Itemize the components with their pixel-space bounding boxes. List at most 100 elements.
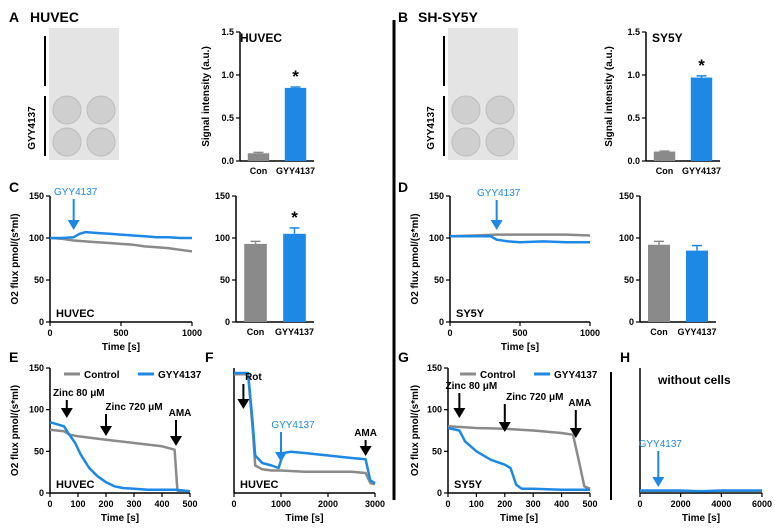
chart-e-event-arrow-head <box>60 408 73 418</box>
chart-d-trace-x-tick-label: 1000 <box>580 328 600 338</box>
chart-d-trace-y-tick-label: 0 <box>439 317 444 327</box>
blot-b-dot <box>451 95 481 125</box>
blot-b-dot <box>451 127 481 157</box>
chart-e-event-arrow-head <box>170 436 182 446</box>
chart-c-bars-bar <box>244 243 267 322</box>
chart-e-inner-label: HUVEC <box>56 479 95 491</box>
chart-g-event-arrow-head <box>569 428 582 438</box>
chart-h-x-tick-label: 6000 <box>752 499 772 509</box>
chart-g-x-label: Time [s] <box>500 513 538 524</box>
chart-b-y-tick-label: 0.0 <box>627 156 640 166</box>
chart-h-annotation: GYY4137 <box>639 439 683 450</box>
chart-d-bars-y-tick-label: 150 <box>619 191 634 201</box>
blot-a-title: HUVEC <box>30 9 79 25</box>
chart-e-event-arrow-head <box>100 426 112 436</box>
chart-d-bars-y-tick-label: 0 <box>629 317 634 327</box>
chart-c-trace-series-gyy4137 <box>50 230 192 240</box>
chart-c-trace-annotation: GYY4137 <box>54 187 98 198</box>
chart-e-y-tick-label: 150 <box>29 363 44 373</box>
blot-a-dot <box>52 127 82 157</box>
chart-g-y-tick-label: 100 <box>427 405 442 415</box>
panel-letter-g: G <box>398 349 409 365</box>
chart-f-event-label: AMA <box>354 428 377 439</box>
chart-a-category-label: GYY4137 <box>276 166 315 176</box>
blot-b-gyy-label: GYY4137 <box>426 106 437 150</box>
chart-a-bar <box>284 87 307 161</box>
chart-e-y-tick-label: 100 <box>29 405 44 415</box>
chart-f-event-arrow-head <box>237 399 250 409</box>
chart-g-y-label: O2 flux pmol/(s*ml) <box>410 385 421 476</box>
chart-e-x-tick-label: 500 <box>182 499 197 509</box>
chart-g-inner-label: SY5Y <box>454 479 483 491</box>
chart-c-trace-y-tick-label: 0 <box>39 317 44 327</box>
chart-e-x-label: Time [s] <box>101 513 139 524</box>
chart-g-x-tick-label: 100 <box>469 499 484 509</box>
chart-c-trace-annotation-arrow-head <box>67 220 80 230</box>
chart-g-y-tick-label: 0 <box>437 488 442 498</box>
panel-letter-e: E <box>9 349 18 365</box>
chart-d-trace-x-tick-label: 0 <box>447 328 452 338</box>
chart-c-trace-x-tick-label: 0 <box>47 328 52 338</box>
chart-b-y-label: Signal intensity (a.u.) <box>604 46 615 147</box>
chart-b-y-tick-label: 1.5 <box>627 27 640 37</box>
chart-g-x-tick-label: 500 <box>582 499 597 509</box>
panel-letter-a: A <box>9 9 19 25</box>
chart-b-category-label: Con <box>656 166 674 176</box>
chart-g-legend-gyy: GYY4137 <box>554 370 598 381</box>
chart-b-y-tick-label: 0.5 <box>627 113 640 123</box>
chart-c-bars-significance: * <box>291 208 298 227</box>
chart-d-trace-y-tick-label: 50 <box>434 275 444 285</box>
chart-e-legend-control: Control <box>84 370 120 381</box>
chart-d-trace-inner-label: SY5Y <box>456 308 485 320</box>
chart-c-trace-y-tick-label: 150 <box>29 191 44 201</box>
panel-letter-c: C <box>9 179 19 195</box>
chart-a-y-tick-label: 1.0 <box>221 70 234 80</box>
chart-e-event-label: AMA <box>169 408 192 419</box>
chart-c-trace-x-label: Time [s] <box>102 342 140 353</box>
chart-e-x-tick-label: 400 <box>154 499 169 509</box>
chart-c-trace-y-tick-label: 100 <box>29 233 44 243</box>
chart-a-y-tick-label: 0.5 <box>221 113 234 123</box>
blot-b-dot <box>485 95 515 125</box>
blot-a-dot <box>86 127 116 157</box>
chart-d-trace-y-label: O2 flux pmol/(s*ml) <box>410 213 421 304</box>
chart-b-title: SY5Y <box>652 31 683 45</box>
chart-g-event-arrow-head <box>498 422 511 432</box>
chart-d-trace-annotation: GYY4137 <box>477 188 521 199</box>
chart-e-legend-gyy: GYY4137 <box>158 370 202 381</box>
chart-d-trace-series-gyy4137 <box>450 235 590 244</box>
chart-d-trace-y-tick-label: 100 <box>429 233 444 243</box>
panel-letter-f: F <box>205 349 214 365</box>
chart-e-y-tick-label: 0 <box>39 488 44 498</box>
chart-h-annotation-arrow-head <box>652 477 665 487</box>
chart-d-trace-x-label: Time [s] <box>501 342 539 353</box>
panel-letter-b: B <box>398 9 408 25</box>
chart-d-bars-y-tick-label: 50 <box>624 275 634 285</box>
chart-a-y-tick-label: 1.5 <box>221 27 234 37</box>
chart-a-significance: * <box>292 67 299 86</box>
chart-c-trace-series-control <box>49 236 193 253</box>
chart-c-trace-y-label: O2 flux pmol/(s*ml) <box>10 213 21 304</box>
chart-g-event-label: AMA <box>568 398 591 409</box>
chart-f-event-label: GYY4137 <box>271 420 315 431</box>
chart-g-x-tick-label: 200 <box>497 499 512 509</box>
chart-d-trace-x-tick-label: 500 <box>512 328 527 338</box>
chart-f-event-arrow-head <box>275 452 287 462</box>
chart-f-x-tick-label: 1000 <box>271 499 291 509</box>
chart-d-trace-annotation-arrow-head <box>490 220 503 230</box>
chart-e-event-label: Zinc 80 μM <box>53 388 105 399</box>
chart-h-x-tick-label: 2000 <box>671 499 691 509</box>
chart-a-category-label: Con <box>250 166 268 176</box>
chart-g-y-tick-label: 50 <box>432 446 442 456</box>
chart-g-series-gyy4137 <box>447 426 590 491</box>
chart-c-trace-x-tick-label: 1000 <box>182 328 202 338</box>
chart-c-trace-y-tick-label: 50 <box>34 275 44 285</box>
chart-d-bars-bar <box>685 250 709 322</box>
blot-a-dot <box>52 95 82 125</box>
chart-a-y-tick-label: 0.0 <box>221 156 234 166</box>
chart-a-bar <box>247 153 270 161</box>
chart-e-x-tick-label: 200 <box>98 499 113 509</box>
chart-d-trace-y-tick-label: 150 <box>429 191 444 201</box>
chart-g-event-label: Zinc 720 μM <box>506 392 563 403</box>
